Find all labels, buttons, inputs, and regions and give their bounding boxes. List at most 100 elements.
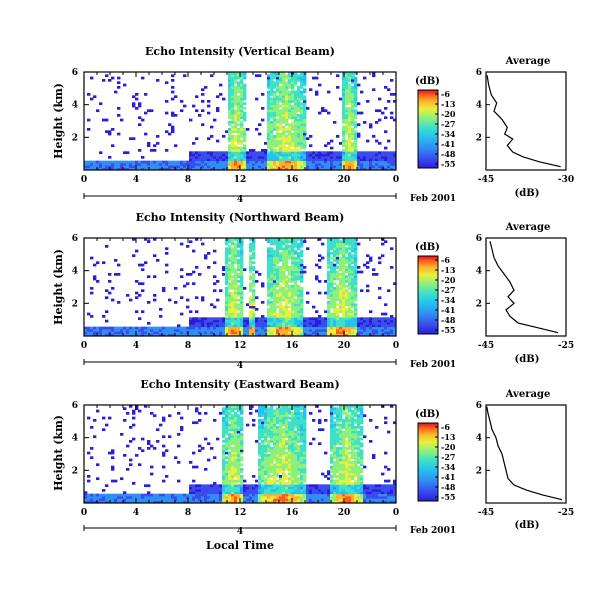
heatmap-cell (285, 282, 289, 286)
heatmap-cell (381, 153, 385, 157)
heatmap-cell (294, 111, 298, 115)
day-marker-label: 4 (237, 361, 243, 371)
heatmap-cell (351, 284, 355, 288)
heatmap-cell (276, 74, 280, 78)
heatmap-cell (183, 326, 187, 330)
heatmap-cell (258, 435, 262, 439)
heatmap-cell (222, 268, 226, 272)
heatmap-cell (315, 310, 319, 314)
heatmap-cell (387, 289, 391, 293)
heatmap-cell (228, 315, 232, 318)
heatmap-cell (192, 163, 196, 166)
heatmap-cell (279, 498, 283, 502)
heatmap-cell (216, 163, 220, 166)
heatmap-cell (123, 163, 127, 166)
heatmap-cell (117, 132, 121, 136)
heatmap-cell (162, 493, 166, 497)
heatmap-cell (369, 317, 373, 321)
heatmap-cell (225, 242, 229, 246)
heatmap-cell (126, 498, 130, 502)
heatmap-cell (354, 252, 358, 255)
heatmap-cell (375, 167, 379, 171)
heatmap-cell (342, 322, 346, 325)
heatmap-cell (120, 498, 124, 502)
heatmap-cell (351, 100, 355, 103)
heatmap-cell (309, 324, 313, 328)
heatmap-cell (357, 102, 361, 106)
heatmap-cell (210, 156, 214, 159)
heatmap-cell (294, 102, 298, 106)
heatmap-cell (333, 240, 337, 244)
heatmap-cell (348, 167, 352, 171)
heatmap-cell (261, 454, 265, 457)
heatmap-cell (159, 493, 163, 497)
heatmap-cell (192, 496, 196, 499)
heatmap-cell (249, 259, 253, 262)
heatmap-cell (270, 324, 274, 328)
heatmap-cell (237, 317, 241, 321)
heatmap-cell (330, 294, 334, 297)
y-tick-labels: 246 (72, 68, 89, 143)
heatmap-cell (369, 165, 373, 169)
heatmap-cell (303, 240, 307, 244)
heatmap-cell (351, 242, 355, 246)
heatmap-cell (342, 263, 346, 267)
heatmap-cell (129, 405, 133, 408)
heatmap-cell (237, 449, 241, 453)
date-label: Feb 2001 (410, 360, 456, 370)
heatmap-cell (345, 100, 349, 103)
heatmap-cell (327, 315, 331, 318)
heatmap-cell (351, 137, 355, 141)
heatmap-cell (345, 322, 349, 325)
heatmap-cell (300, 500, 304, 504)
heatmap-cell (288, 489, 292, 492)
heatmap-cell (360, 333, 364, 337)
heatmap-cell (267, 442, 271, 446)
heatmap-cell (324, 475, 328, 478)
heatmap-cell (183, 498, 187, 502)
heatmap-cell (345, 139, 349, 143)
heatmap-cell (237, 451, 241, 455)
heatmap-cell (354, 240, 358, 244)
heatmap-cell (333, 329, 337, 332)
heatmap-cell (180, 416, 184, 420)
heatmap-cell (177, 165, 181, 169)
heatmap-cell (210, 125, 214, 129)
heatmap-cell (303, 465, 307, 469)
heatmap-cell (117, 81, 121, 85)
heatmap-cell (243, 97, 247, 101)
heatmap-cell (339, 256, 343, 260)
heatmap-cell (234, 137, 238, 141)
heatmap-cell (126, 444, 130, 448)
heatmap-cell (327, 324, 331, 328)
heatmap-cell (234, 90, 238, 94)
heatmap-cell (261, 118, 265, 122)
heatmap-cell (288, 146, 292, 150)
heatmap-cell (195, 167, 199, 171)
heatmap-cell (279, 496, 283, 499)
heatmap-cell (351, 79, 355, 82)
heatmap-cell (267, 266, 271, 269)
heatmap-cell (348, 153, 352, 157)
heatmap-cell (267, 463, 271, 467)
heatmap-cell (297, 130, 301, 134)
heatmap-cell (291, 419, 295, 422)
heatmap-cell (228, 245, 232, 248)
heatmap-cell (288, 277, 292, 281)
heatmap-cell (291, 107, 295, 110)
heatmap-cell (309, 486, 313, 490)
heatmap-cell (195, 156, 199, 159)
heatmap-cell (345, 102, 349, 106)
heatmap-cell (393, 333, 397, 337)
heatmap-cell (210, 489, 214, 492)
heatmap-cell (144, 493, 148, 497)
heatmap-cell (369, 151, 373, 155)
heatmap-cell (129, 496, 133, 499)
heatmap-cell (117, 165, 121, 169)
heatmap-cell (270, 498, 274, 502)
heatmap-cell (309, 493, 313, 497)
heatmap-cell (240, 468, 244, 471)
heatmap-cell (300, 156, 304, 159)
heatmap-cell (141, 167, 145, 171)
heatmap-cell (282, 447, 286, 450)
